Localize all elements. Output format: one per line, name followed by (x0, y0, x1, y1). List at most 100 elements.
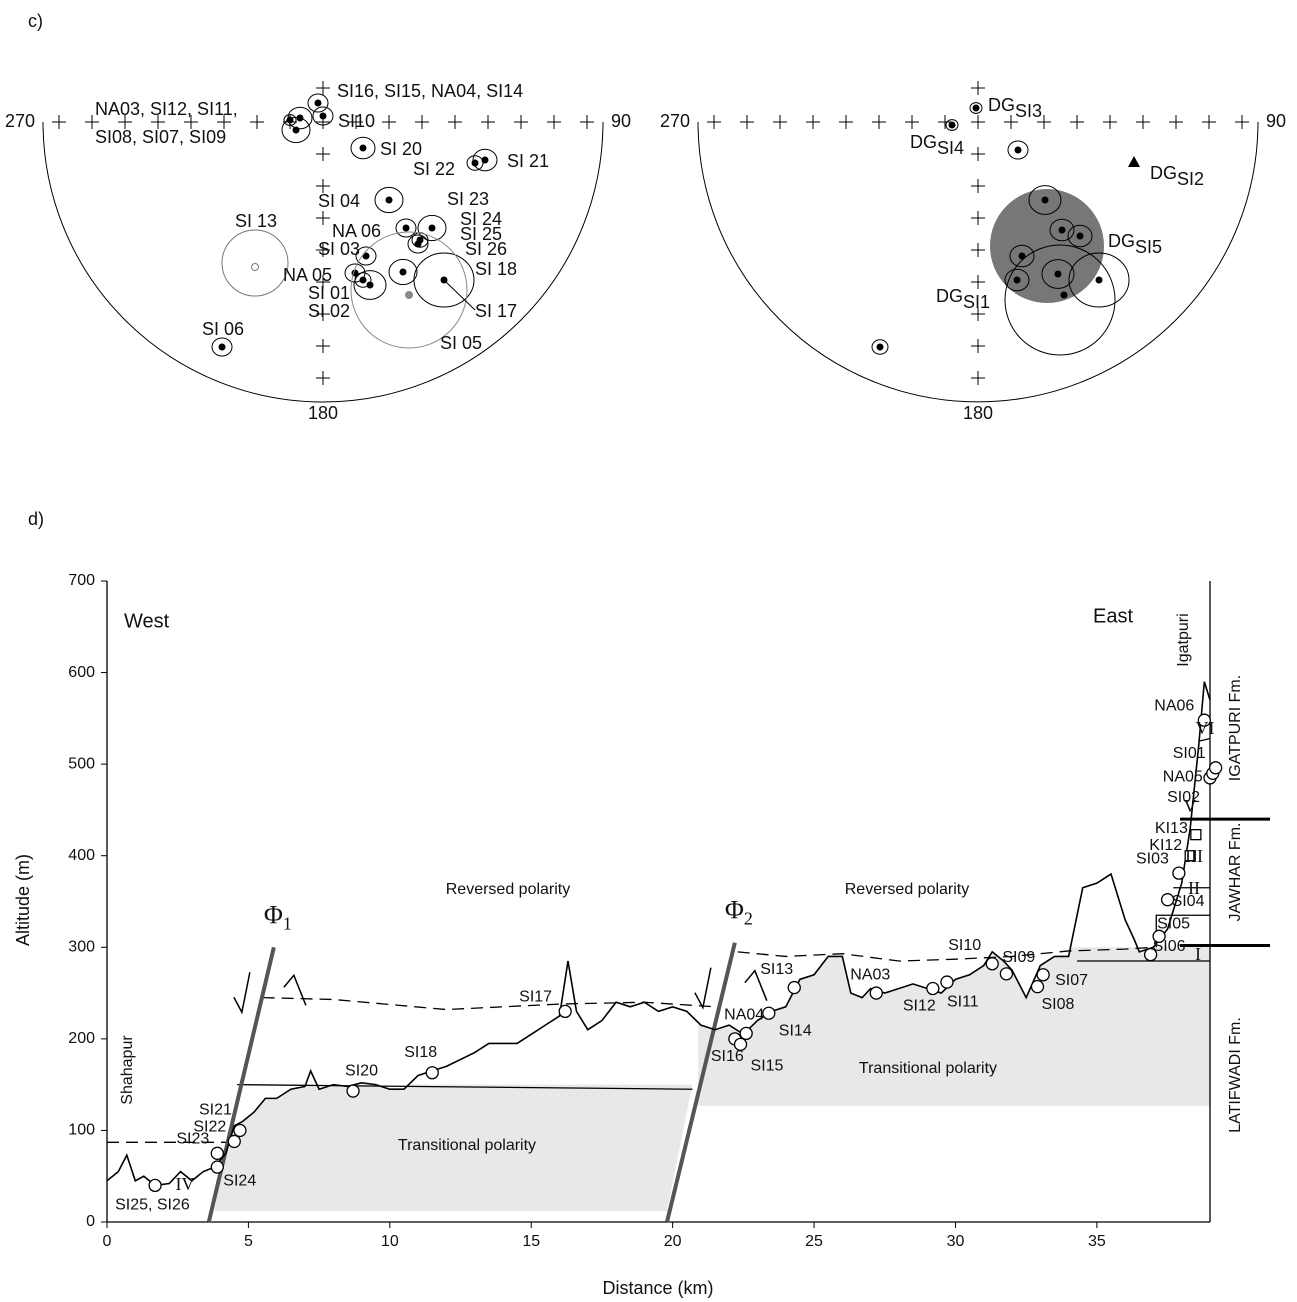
net-cross (316, 81, 330, 95)
site-direction (972, 104, 980, 112)
site-label: NA03, SI12, SI11, (95, 99, 238, 119)
site-label: NA 06 (332, 221, 381, 241)
net-cross (1004, 115, 1018, 129)
site-marker (233, 1123, 247, 1138)
site-marker (940, 975, 954, 989)
net-cross (1235, 115, 1249, 129)
fault-symbol: Φ (264, 900, 283, 929)
site-label: NA 05 (283, 265, 332, 285)
dg-label: DGSI1 (936, 286, 990, 312)
x-tick-label: 25 (805, 1233, 823, 1250)
site-direction (1060, 291, 1068, 299)
confidence-circle (945, 119, 959, 131)
site-label: SI13 (760, 961, 793, 978)
site-label: NA06 (1154, 697, 1194, 714)
site-label: SI08 (1041, 996, 1074, 1013)
site-label: SI16, SI15, NA04, SI14 (337, 81, 523, 101)
site-label: SI03 (1136, 850, 1169, 867)
site-direction (362, 252, 370, 260)
site-label: SI17 (519, 989, 552, 1006)
confidence-circle (350, 231, 468, 349)
confidence-circle (413, 252, 475, 308)
confidence-circle (466, 155, 484, 171)
x-tick-label: 10 (381, 1233, 399, 1250)
dg-label: DGSI5 (1108, 231, 1162, 257)
net-cross (250, 115, 264, 129)
net-outline (697, 121, 1259, 403)
confidence-circle (211, 337, 233, 357)
site-direction (359, 276, 367, 284)
site-label: SI12 (903, 998, 936, 1015)
unit-label: I (1195, 944, 1201, 964)
net-cross (316, 371, 330, 385)
site-marker (148, 1178, 162, 1193)
site-label: SI 06 (202, 319, 244, 339)
unit-label: VI (1196, 718, 1215, 738)
reversal-boundary (737, 946, 1154, 962)
confidence-circle (353, 270, 387, 300)
site-label: SI10 (948, 937, 981, 954)
confidence-circle (1007, 140, 1029, 160)
site-marker (787, 980, 801, 995)
net-cross (938, 115, 952, 129)
site-label: SI 26 (465, 239, 507, 259)
net-cross (415, 115, 429, 129)
net-cross (217, 115, 231, 129)
site-label: SI 02 (308, 301, 350, 321)
site-label: SI 24 (460, 209, 502, 229)
site-direction (481, 156, 489, 164)
net-cross (971, 307, 985, 321)
site-label: SI24 (223, 1172, 256, 1189)
site-marker (1143, 947, 1158, 962)
net-cross (316, 307, 330, 321)
site-marker (985, 957, 999, 971)
direction-label: 180 (308, 403, 338, 423)
x-tick-label: 0 (103, 1233, 112, 1250)
annotation: Reversed polarity (446, 881, 571, 898)
site-direction (366, 281, 374, 289)
reversal-boundary (262, 997, 716, 1011)
site-direction (1076, 232, 1084, 240)
site-marker (1184, 850, 1196, 862)
net-cross (1070, 115, 1084, 129)
net-cross (839, 115, 853, 129)
dg-main: DG (1108, 231, 1135, 251)
net-cross (971, 115, 985, 129)
site-marker (1160, 893, 1175, 907)
site-label: NA04 (724, 1007, 764, 1024)
confidence-circle (388, 258, 418, 286)
annotation: Reversed polarity (845, 881, 970, 898)
confidence-circle (374, 186, 404, 214)
y-tick-label: 400 (68, 847, 95, 864)
site-label: SI14 (779, 1022, 812, 1039)
net-cross (1037, 115, 1051, 129)
site-label: SI08, SI07, SI09 (95, 127, 226, 147)
net-cross (1103, 115, 1117, 129)
net-cross (52, 115, 66, 129)
direction-label: 270 (5, 111, 35, 131)
annotation: East (1093, 605, 1133, 627)
site-marker (1172, 866, 1186, 880)
confidence-circle (312, 106, 334, 126)
site-marker (1152, 929, 1166, 943)
net-cross (971, 211, 985, 225)
net-cross (151, 115, 165, 129)
net-cross (971, 81, 985, 95)
dg-main: DG (988, 95, 1015, 115)
annotation: Igatpuri (1175, 613, 1192, 666)
confidence-circle (1068, 252, 1130, 308)
dg-sub: SI5 (1135, 237, 1162, 257)
site-marker (999, 967, 1014, 981)
site-label: SI07 (1055, 972, 1088, 989)
confidence-circle (283, 114, 297, 126)
net-cross (806, 115, 820, 129)
site-direction (402, 224, 410, 232)
site-label: SI 20 (380, 139, 422, 159)
fault-label: Φ2 (725, 896, 753, 929)
net-cross (316, 179, 330, 193)
y-axis-title: Altitude (m) (13, 854, 33, 946)
net-cross (1136, 115, 1150, 129)
transitional-zone (698, 947, 1210, 1106)
confidence-circle (871, 339, 889, 355)
net-cross (971, 243, 985, 257)
